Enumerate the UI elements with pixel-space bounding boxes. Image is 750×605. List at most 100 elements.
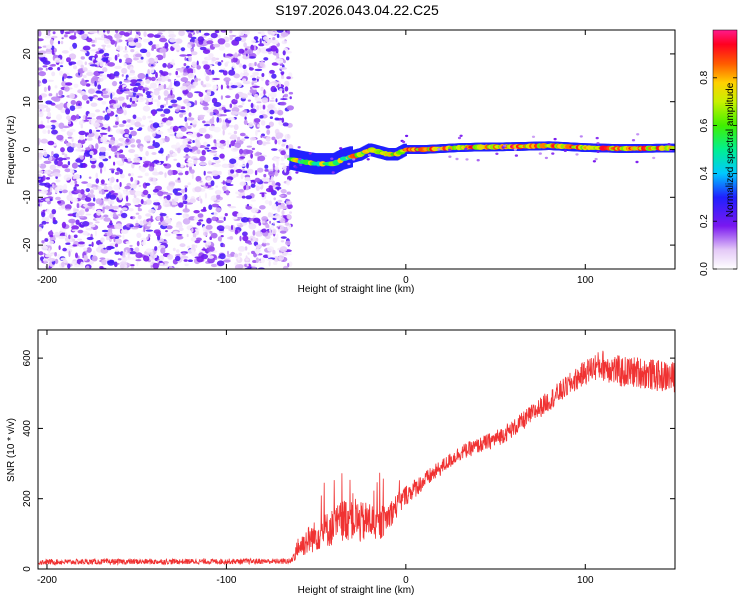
noise-cell — [184, 57, 187, 61]
noise-cell — [58, 235, 66, 240]
noise-cell — [129, 97, 133, 103]
noise-cell — [151, 152, 157, 155]
colorbar-tick-label: 0.6 — [699, 118, 710, 132]
noise-cell — [71, 136, 74, 143]
noise-cell — [47, 85, 51, 91]
noise-cell — [107, 199, 115, 205]
noise-cell — [152, 262, 159, 269]
noise-cell — [48, 79, 54, 82]
spectrogram-y-label: Frequency (Hz) — [6, 116, 17, 185]
noise-cell — [219, 253, 226, 260]
noise-cell — [160, 113, 166, 117]
noise-cell — [157, 77, 162, 82]
spectrogram-x-ticks: -200 -100 0 100 — [37, 30, 594, 286]
colorbar: 0.0 0.2 0.4 0.6 0.8 Normalized spectral ampl… — [699, 29, 738, 276]
noise-cell — [130, 130, 137, 137]
noise-cell — [187, 259, 193, 263]
noise-cell — [187, 125, 192, 130]
noise-cell — [85, 208, 89, 212]
noise-cell — [127, 37, 135, 43]
noise-cell — [219, 139, 226, 144]
noise-cell — [39, 111, 44, 118]
noise-cell — [123, 158, 129, 162]
noise-cell — [188, 112, 192, 117]
noise-cell — [248, 62, 255, 68]
noise-cell — [118, 194, 123, 201]
noise-cell — [38, 152, 44, 158]
noise-cell — [270, 224, 274, 229]
noise-cell — [175, 38, 183, 44]
noise-cell — [166, 194, 171, 201]
noise-cell — [109, 220, 113, 225]
noise-cell — [195, 175, 202, 182]
noise-cell — [199, 155, 206, 162]
noise-cell — [152, 193, 159, 195]
noise-cell — [136, 60, 144, 64]
noise-cell — [101, 229, 109, 233]
noise-cell — [56, 114, 62, 121]
noise-cell — [85, 133, 88, 137]
noise-cell — [184, 116, 188, 122]
noise-cell — [259, 205, 266, 210]
noise-cell — [56, 160, 63, 167]
noise-cell — [129, 251, 137, 255]
noise-cell — [108, 143, 112, 149]
noise-cell — [130, 96, 138, 103]
noise-cell — [243, 119, 248, 125]
noise-cell — [177, 105, 182, 110]
line-speckle — [652, 156, 656, 160]
noise-cell — [233, 130, 238, 135]
noise-cell — [125, 138, 130, 143]
noise-cell — [240, 93, 248, 99]
noise-cell — [89, 31, 98, 34]
noise-cell — [134, 179, 138, 185]
noise-cell — [248, 67, 254, 71]
noise-cell — [182, 139, 188, 146]
noise-cell — [163, 83, 167, 90]
noise-cell — [199, 30, 202, 33]
noise-cell — [280, 240, 285, 243]
noise-cell — [168, 30, 173, 35]
noise-cell — [242, 110, 248, 113]
noise-cell — [282, 50, 286, 56]
noise-cell — [209, 230, 213, 234]
noise-cell — [260, 257, 265, 264]
noise-cell — [193, 158, 200, 161]
noise-cell — [110, 92, 113, 100]
noise-cell — [240, 173, 244, 180]
noise-cell — [246, 263, 249, 267]
noise-cell — [213, 163, 221, 168]
noise-cell — [89, 64, 98, 67]
noise-cell — [196, 65, 201, 70]
noise-cell — [262, 142, 266, 146]
noise-cell — [122, 84, 127, 87]
noise-cell — [115, 121, 119, 126]
noise-cell — [200, 100, 203, 104]
y-tick-label: 200 — [22, 490, 33, 507]
noise-cell — [187, 92, 193, 99]
noise-cell — [115, 30, 119, 34]
noise-cell — [112, 97, 119, 101]
line-speckle — [437, 148, 441, 151]
noise-cell — [137, 73, 146, 80]
noise-cell — [143, 255, 150, 262]
noise-cell — [130, 176, 134, 182]
noise-cell — [254, 177, 261, 183]
noise-cell — [269, 220, 272, 224]
noise-cell — [88, 244, 92, 247]
noise-cell — [89, 194, 96, 198]
noise-cell — [128, 73, 135, 76]
noise-cell — [64, 34, 68, 38]
noise-cell — [236, 136, 241, 142]
noise-cell — [228, 124, 235, 128]
noise-cell — [158, 255, 165, 262]
noise-cell — [110, 176, 115, 183]
noise-cell — [167, 169, 173, 176]
noise-cell — [233, 82, 238, 86]
noise-cell — [131, 227, 139, 230]
noise-cell — [270, 31, 275, 37]
noise-cell — [81, 181, 88, 184]
noise-cell — [288, 91, 294, 95]
noise-cell — [47, 66, 53, 71]
noise-cell — [120, 212, 128, 219]
